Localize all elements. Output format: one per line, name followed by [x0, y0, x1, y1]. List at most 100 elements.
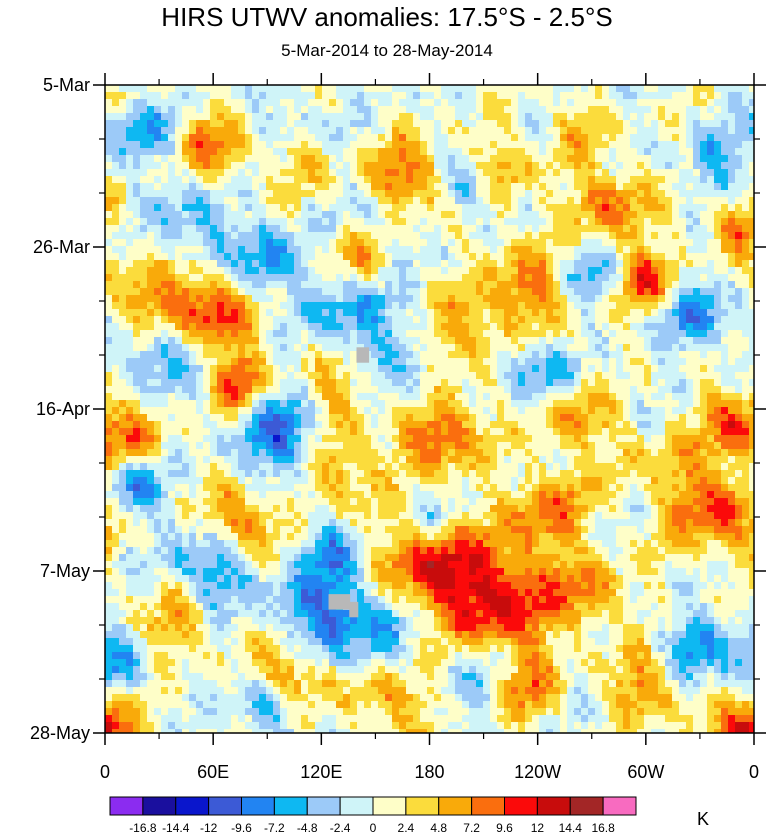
field-cell: [329, 267, 337, 275]
field-cell: [105, 169, 113, 177]
field-cell: [728, 267, 736, 275]
field-cell: [315, 197, 323, 205]
field-cell: [581, 442, 589, 450]
field-cell: [406, 456, 414, 464]
field-cell: [350, 393, 358, 401]
field-cell: [532, 246, 540, 254]
field-cell: [504, 92, 512, 100]
field-cell: [189, 113, 197, 121]
field-cell: [728, 442, 736, 450]
field-cell: [616, 239, 624, 247]
field-cell: [462, 428, 470, 436]
field-cell: [595, 176, 603, 184]
field-cell: [546, 386, 554, 394]
field-cell: [476, 141, 484, 149]
field-cell: [469, 358, 477, 366]
field-cell: [259, 407, 267, 415]
field-cell: [168, 449, 176, 457]
field-cell: [224, 211, 232, 219]
field-cell: [616, 218, 624, 226]
field-cell: [273, 295, 281, 303]
field-cell: [532, 127, 540, 135]
field-cell: [196, 309, 204, 317]
field-cell: [693, 351, 701, 359]
field-cell: [217, 162, 225, 170]
field-cell: [413, 204, 421, 212]
field-cell: [693, 190, 701, 198]
field-cell: [644, 323, 652, 331]
field-cell: [448, 162, 456, 170]
field-cell: [546, 260, 554, 268]
field-cell: [322, 421, 330, 429]
field-cell: [322, 344, 330, 352]
field-cell: [196, 274, 204, 282]
field-cell: [574, 421, 582, 429]
field-cell: [245, 162, 253, 170]
field-cell: [616, 323, 624, 331]
field-cell: [315, 323, 323, 331]
field-cell: [378, 127, 386, 135]
field-cell: [315, 120, 323, 128]
field-cell: [665, 253, 673, 261]
field-cell: [399, 288, 407, 296]
field-cell: [392, 155, 400, 163]
field-cell: [280, 155, 288, 163]
field-cell: [455, 351, 463, 359]
field-cell: [462, 113, 470, 121]
field-cell: [469, 379, 477, 387]
field-cell: [252, 267, 260, 275]
field-cell: [707, 379, 715, 387]
field-cell: [322, 351, 330, 359]
field-cell: [406, 225, 414, 233]
field-cell: [623, 393, 631, 401]
field-cell: [133, 197, 141, 205]
field-cell: [119, 232, 127, 240]
field-cell: [364, 113, 372, 121]
field-cell: [497, 414, 505, 422]
field-cell: [287, 449, 295, 457]
field-cell: [434, 379, 442, 387]
field-cell: [287, 295, 295, 303]
field-cell: [378, 239, 386, 247]
field-cell: [532, 393, 540, 401]
field-cell: [133, 148, 141, 156]
field-cell: [448, 379, 456, 387]
field-cell: [266, 211, 274, 219]
field-cell: [623, 302, 631, 310]
field-cell: [259, 204, 267, 212]
field-cell: [273, 183, 281, 191]
field-cell: [364, 316, 372, 324]
field-cell: [161, 428, 169, 436]
field-cell: [749, 393, 755, 401]
field-cell: [686, 92, 694, 100]
field-cell: [301, 379, 309, 387]
field-cell: [147, 281, 155, 289]
field-cell: [707, 225, 715, 233]
field-cell: [476, 190, 484, 198]
field-cell: [455, 204, 463, 212]
field-cell: [455, 176, 463, 184]
field-cell: [357, 246, 365, 254]
field-cell: [252, 148, 260, 156]
field-cell: [644, 225, 652, 233]
field-cell: [658, 99, 666, 107]
field-cell: [161, 246, 169, 254]
field-cell: [581, 92, 589, 100]
field-cell: [357, 414, 365, 422]
field-cell: [329, 225, 337, 233]
field-cell: [630, 393, 638, 401]
field-cell: [406, 414, 414, 422]
field-cell: [602, 120, 610, 128]
field-cell: [511, 456, 519, 464]
field-cell: [238, 337, 246, 345]
field-cell: [245, 211, 253, 219]
field-cell: [182, 414, 190, 422]
field-cell: [749, 239, 755, 247]
field-cell: [287, 260, 295, 268]
field-cell: [189, 204, 197, 212]
field-cell: [490, 393, 498, 401]
field-cell: [161, 190, 169, 198]
field-cell: [679, 421, 687, 429]
field-cell: [413, 295, 421, 303]
field-cell: [350, 106, 358, 114]
